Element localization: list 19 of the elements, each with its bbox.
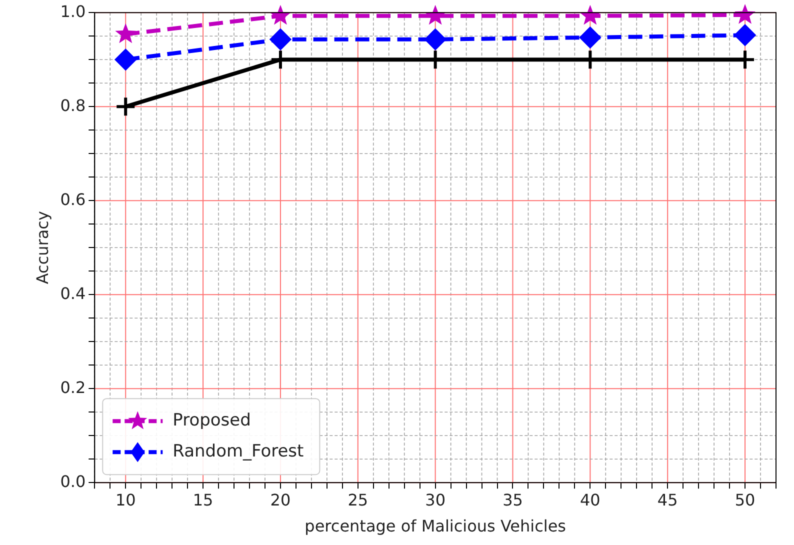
y-tick-label: 0.4 — [60, 284, 86, 303]
x-tick-label: 15 — [192, 490, 214, 510]
y-tick-label: 0.8 — [60, 96, 86, 115]
x-tick-label: 30 — [425, 490, 446, 510]
y-tick-label: 0.2 — [60, 378, 86, 397]
x-tick-label: 40 — [580, 490, 600, 510]
x-tick-label: 35 — [502, 490, 523, 510]
x-tick-label: 20 — [270, 490, 291, 510]
legend-label: Proposed — [172, 410, 251, 431]
x-tick-label: 45 — [657, 490, 678, 510]
x-tick-label: 10 — [115, 490, 136, 510]
legend-label: Random_Forest — [172, 442, 304, 462]
y-tick-label: 0.6 — [60, 190, 86, 209]
y-tick-label: 0.0 — [60, 472, 86, 491]
x-tick-label: 50 — [734, 490, 756, 510]
x-axis-title: percentage of Malicious Vehicles — [304, 516, 566, 536]
x-tick-label: 25 — [348, 490, 368, 510]
y-axis-title: Accuracy — [32, 211, 52, 284]
y-tick-label: 1.0 — [60, 2, 86, 21]
